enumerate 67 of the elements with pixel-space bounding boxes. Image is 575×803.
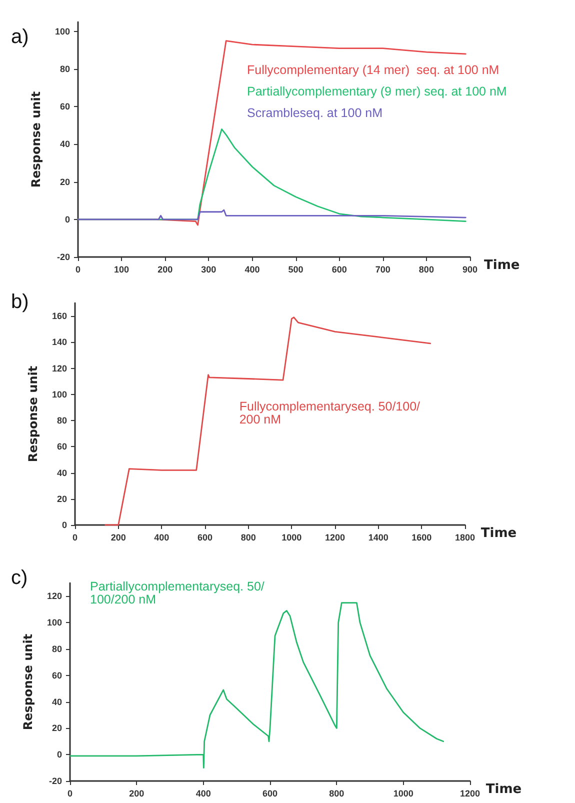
x-tick-label: 100 bbox=[114, 264, 130, 274]
x-tick-label: 800 bbox=[418, 264, 434, 274]
y-tick-label: 0 bbox=[56, 750, 62, 760]
y-tick-label: 100 bbox=[54, 26, 70, 36]
x-axis-title: Time bbox=[486, 782, 522, 797]
y-tick-label: 40 bbox=[60, 139, 70, 150]
x-tick-label: 1800 bbox=[454, 532, 476, 542]
y-tick-label: 20 bbox=[56, 494, 67, 504]
x-tick-label: 800 bbox=[329, 788, 344, 798]
y-tick-label: -20 bbox=[48, 776, 62, 786]
x-tick-label: 1600 bbox=[412, 532, 432, 542]
y-tick-label: 80 bbox=[52, 644, 62, 654]
x-tick-label: 1400 bbox=[368, 532, 388, 542]
line-series bbox=[77, 209, 466, 220]
y-tick-label: 40 bbox=[56, 468, 67, 478]
x-tick-label: 0 bbox=[72, 532, 78, 542]
chart-title: c) bbox=[11, 567, 28, 589]
x-axis-title: Time bbox=[484, 258, 520, 273]
chart-title: b) bbox=[11, 291, 29, 313]
x-tick-label: 1200 bbox=[460, 788, 480, 798]
series-label: Fullycomplementary (14 mer) seq. at 100 nM bbox=[247, 63, 500, 77]
y-tick-label: -20 bbox=[56, 252, 70, 262]
y-tick-label: 20 bbox=[52, 723, 62, 734]
y-axis-title: Response unit bbox=[29, 91, 43, 188]
y-tick-label: 0 bbox=[64, 214, 70, 224]
y-tick-label: 140 bbox=[52, 337, 67, 348]
text: Scrambleseq. at 100 nM bbox=[247, 106, 382, 120]
text: Partiallycomplementary (9 mer) seq. at 100 nM bbox=[247, 84, 507, 98]
y-tick-label: 100 bbox=[52, 389, 67, 400]
y-axis-title: Response unit bbox=[26, 366, 40, 462]
x-tick-label: 1000 bbox=[393, 788, 414, 798]
x-tick-label: 300 bbox=[201, 264, 216, 274]
x-tick-label: 500 bbox=[288, 264, 304, 274]
x-tick-label: 800 bbox=[240, 532, 256, 542]
x-tick-label: 900 bbox=[462, 264, 478, 274]
y-tick-label: 80 bbox=[56, 416, 67, 426]
y-tick-label: 60 bbox=[60, 102, 70, 112]
x-tick-label: 1200 bbox=[324, 532, 346, 542]
y-tick-label: 20 bbox=[60, 176, 70, 187]
x-tick-label: 700 bbox=[375, 264, 390, 274]
x-tick-label: 400 bbox=[154, 532, 170, 542]
x-tick-label: 1000 bbox=[282, 532, 302, 542]
x-tick-label: 400 bbox=[244, 264, 260, 274]
y-tick-label: 100 bbox=[46, 618, 62, 628]
y-tick-label: 60 bbox=[56, 442, 67, 452]
x-tick-label: 200 bbox=[129, 788, 144, 798]
line-series bbox=[69, 602, 444, 768]
x-tick-label: 600 bbox=[197, 532, 213, 542]
chart-title: a) bbox=[11, 26, 29, 48]
y-axis-title: Response unit bbox=[21, 634, 35, 730]
x-tick-label: 200 bbox=[110, 532, 126, 542]
x-tick-label: 400 bbox=[196, 788, 211, 798]
series-label: Fullycomplementaryseq. 50/100/200 nM bbox=[239, 400, 421, 426]
y-tick-label: 120 bbox=[52, 363, 67, 374]
y-tick-label: 0 bbox=[62, 520, 67, 530]
x-tick-label: 600 bbox=[262, 788, 278, 798]
y-tick-label: 160 bbox=[52, 311, 67, 322]
y-tick-label: 120 bbox=[46, 591, 62, 602]
line-series bbox=[104, 316, 432, 526]
y-tick-label: 40 bbox=[52, 696, 62, 707]
series-label: Partiallycomplementaryseq. 50/100/200 nM bbox=[90, 580, 265, 606]
x-tick-label: 200 bbox=[158, 264, 173, 274]
y-tick-label: 80 bbox=[60, 64, 70, 74]
y-tick-label: 60 bbox=[52, 670, 62, 680]
x-axis-title: Time bbox=[480, 526, 517, 541]
x-tick-label: 600 bbox=[332, 264, 347, 274]
x-tick-label: 0 bbox=[75, 264, 81, 274]
